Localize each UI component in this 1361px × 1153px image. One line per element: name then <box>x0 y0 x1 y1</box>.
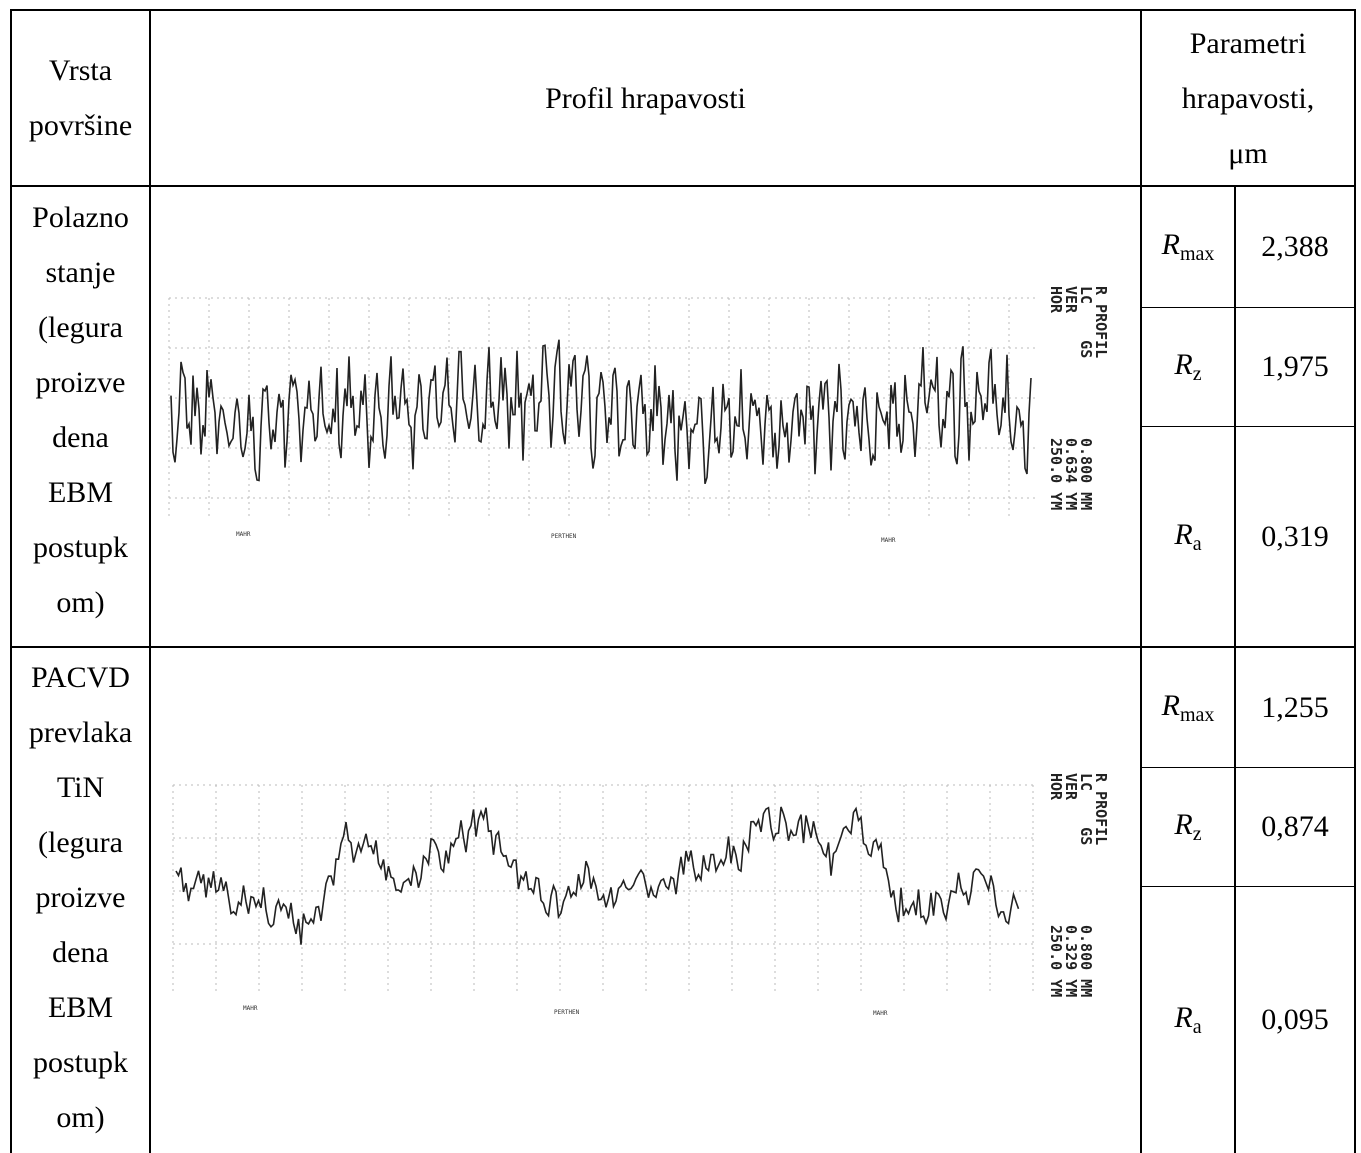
row1-label-3: proizve <box>35 366 126 399</box>
row1-param-ra-value: 0,319 <box>1261 519 1329 553</box>
plot2-header-line-1: LC GS <box>1077 773 1095 845</box>
roughness-profile-plot-1: MAHR PERTHEN MAHR R PROFIL LC GS VER HOR… <box>168 286 1110 544</box>
plot1-value-line-1: 0.634 YM <box>1062 438 1080 510</box>
param-divider-2b <box>1140 886 1356 887</box>
plot2-bottom-label-1: PERTHEN <box>554 1009 580 1016</box>
plot2-header-line-2: VER <box>1062 773 1080 801</box>
row2-label-4: proizve <box>35 881 126 914</box>
param-divider-2a <box>1140 767 1356 768</box>
row2-param-rmax-symbol: Rmax <box>1161 688 1215 726</box>
table-border-left <box>10 9 12 1153</box>
plot2-side-labels: R PROFIL LC GS VER HOR 0.800 MM 0.329 YM… <box>1047 773 1110 997</box>
header-divider <box>10 185 1356 187</box>
plot1-bottom-label-1: PERTHEN <box>551 533 577 540</box>
row1-param-rz-value: 1,975 <box>1261 350 1329 383</box>
plot1-side-labels: R PROFIL LC GS VER HOR 0.800 MM 0.634 YM… <box>1047 286 1110 510</box>
plot1-header-line-3: HOR <box>1047 286 1065 314</box>
header-surface-type-line1: Vrsta <box>48 54 113 87</box>
roughness-profile-plot-2: MAHR PERTHEN MAHR R PROFIL LC GS VER HOR… <box>172 773 1110 1017</box>
table-border-top <box>10 9 1356 11</box>
header-profile: Profil hrapavosti <box>151 11 1140 185</box>
row2-param-rz-value: 0,874 <box>1261 810 1329 843</box>
plot2-bottom-label-0: MAHR <box>243 1005 258 1012</box>
plot2-header-line-3: HOR <box>1047 773 1065 801</box>
row-divider <box>10 646 1356 648</box>
header-profile-text: Profil hrapavosti <box>545 81 746 115</box>
plot1-bottom-label-2: MAHR <box>881 537 896 544</box>
plot2-grid <box>172 784 1036 995</box>
row2-label-1: prevlaka <box>28 716 133 749</box>
row2-label-8: om) <box>56 1101 105 1134</box>
row1-param-rmax-symbol: Rmax <box>1161 228 1215 265</box>
plot1-value-line-0: 0.800 MM <box>1077 438 1095 510</box>
header-params-line3: μm <box>1228 136 1268 170</box>
row2-label: PACVD prevlaka TiN (legura proizve dena … <box>12 650 149 1153</box>
row1-label-7: om) <box>56 586 105 619</box>
row1-param-rmax-value: 2,388 <box>1261 230 1329 263</box>
row2-label-2: TiN <box>56 771 105 804</box>
row2-label-7: postupk <box>32 1046 128 1079</box>
row1-label-0: Polazno <box>32 201 129 234</box>
col-divider-3 <box>1234 186 1236 1153</box>
row1-label-4: dena <box>52 421 109 454</box>
plot2-value-line-2: 250.0 YM <box>1047 925 1065 997</box>
row2-label-6: EBM <box>47 991 113 1024</box>
row1-label-2: (legura <box>38 311 123 344</box>
plot2-header-line-0: R PROFIL <box>1092 773 1110 845</box>
plot1-bottom-label-0: MAHR <box>236 531 251 538</box>
row1-param-ra-symbol: Ra <box>1174 517 1202 555</box>
plot2-bottom-label-2: MAHR <box>873 1010 888 1017</box>
plot1-header-line-0: R PROFIL <box>1092 286 1110 358</box>
header-surface-type-line2: površine <box>28 109 133 142</box>
row2-label-5: dena <box>52 936 109 969</box>
plot1-trace <box>170 339 1032 485</box>
row2-label-0: PACVD <box>31 661 130 694</box>
row2-label-3: (legura <box>38 826 123 859</box>
row1-label-6: postupk <box>32 531 128 564</box>
row1-param-rz-symbol: Rz <box>1174 348 1202 385</box>
col-divider-2 <box>1140 9 1142 1153</box>
plot2-value-line-0: 0.800 MM <box>1077 925 1095 997</box>
header-params-line2: hrapavosti, <box>1181 81 1315 115</box>
col-divider-1 <box>149 9 151 1153</box>
plot1-header-line-1: LC GS <box>1077 286 1095 358</box>
row1-label: Polazno stanje (legura proizve dena EBM … <box>12 190 149 646</box>
plot2-trace <box>175 806 1020 945</box>
header-params: Parametri hrapavosti, μm <box>1142 11 1354 185</box>
row2-param-rz-symbol: Rz <box>1174 808 1202 845</box>
row1-label-1: stanje <box>45 256 116 289</box>
table-border-right <box>1354 9 1356 1153</box>
plot1-value-line-2: 250.0 YM <box>1047 438 1065 510</box>
row1-label-5: EBM <box>47 476 113 509</box>
header-params-line1: Parametri <box>1189 26 1307 60</box>
plot1-grid <box>168 297 1036 518</box>
plot1-header-line-2: VER <box>1062 286 1080 314</box>
param-divider-1b <box>1140 426 1356 427</box>
header-surface-type: Vrsta površine <box>12 11 149 185</box>
row2-param-ra-value: 0,095 <box>1261 1003 1329 1036</box>
plot2-value-line-1: 0.329 YM <box>1062 925 1080 997</box>
row2-param-rmax-value: 1,255 <box>1261 690 1329 724</box>
param-divider-1a <box>1140 307 1356 308</box>
row2-param-ra-symbol: Ra <box>1174 1001 1202 1038</box>
